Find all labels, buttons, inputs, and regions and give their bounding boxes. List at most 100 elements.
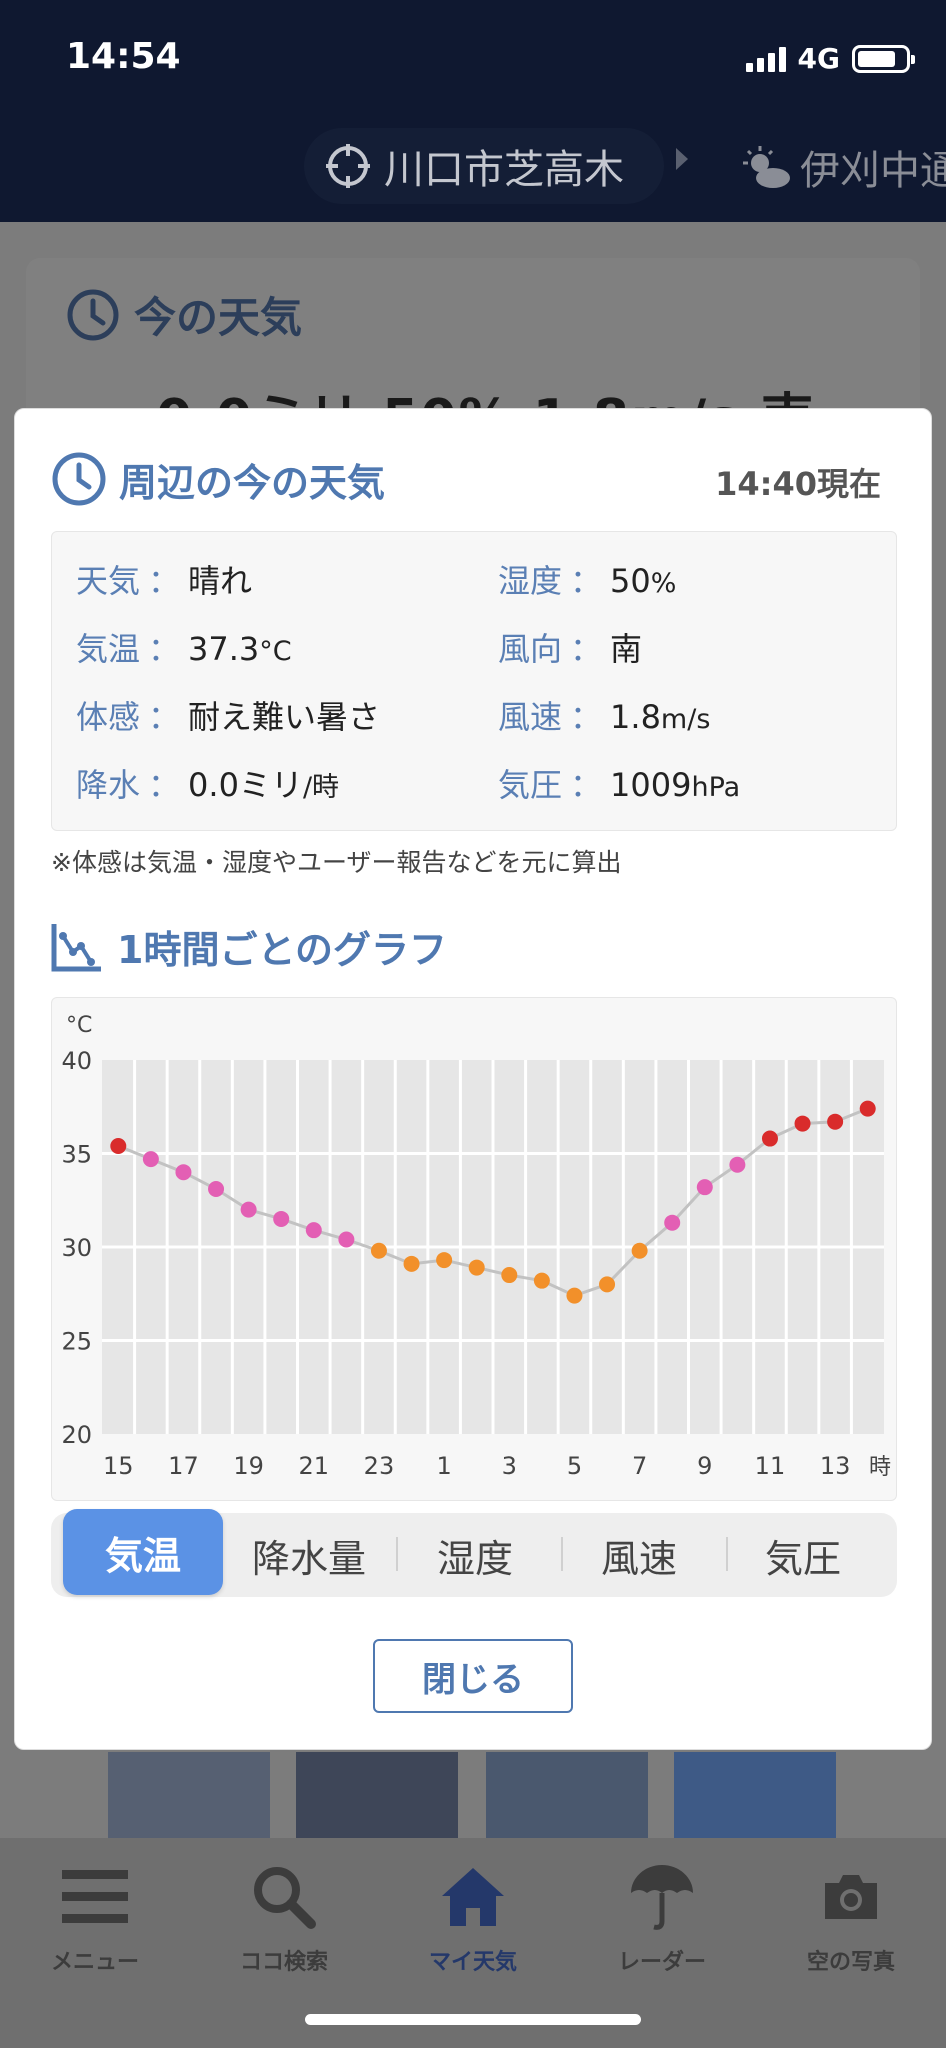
info-label: 降水 [76,766,141,804]
clock-icon [52,452,106,506]
tab-label: レーダー [617,1950,706,1975]
info-unit: hPa [691,772,741,803]
y-tick-label: 20 [61,1421,92,1449]
current-location-pill[interactable]: 川口市芝高木 [304,128,664,204]
tab-divider [726,1537,728,1571]
tab-pressure[interactable]: 気圧 [764,1536,841,1581]
tab-divider [561,1537,563,1571]
info-separator: ： [570,630,603,668]
info-separator: ： [148,630,181,668]
x-tick-label: 15 [103,1452,134,1480]
temperature-point [370,1242,387,1259]
info-separator: ： [570,766,603,804]
temperature-point [827,1113,844,1130]
tab-sky-photos[interactable]: 空の写真 [756,1860,946,1976]
current-weather-title: 今の天気 [134,293,303,342]
info-label: 気温 [76,630,141,668]
tab-label: 空の写真 [806,1950,895,1975]
info-value: 南 [610,630,643,668]
info-unit: % [650,568,677,599]
x-tick-label: 13 [820,1452,851,1480]
info-label: 風向 [498,630,563,668]
tab-wind-speed[interactable]: 風速 [600,1536,677,1581]
status-time: 14:54 [66,36,181,77]
temperature-point [631,1242,648,1259]
temperature-point [208,1181,225,1198]
info-separator: ： [570,562,603,600]
sky-photo[interactable] [674,1752,836,1838]
camera-icon [825,1875,877,1919]
graph-title: 1時間ごとのグラフ [117,928,448,972]
sky-photo[interactable] [486,1752,648,1838]
close-button[interactable]: 閉じる [373,1639,573,1713]
tab-temperature[interactable]: 気温 [63,1509,223,1595]
x-axis-unit: 時 [869,1455,891,1480]
search-icon [254,1867,316,1929]
info-wind-direction: 風向：南 [498,624,642,670]
tab-label: ココ検索 [239,1950,328,1975]
temperature-point [566,1287,583,1304]
temperature-point [729,1156,746,1173]
tab-radar[interactable]: レーダー [567,1860,757,1976]
info-feels-like: 体感：耐え難い暑さ [76,692,380,738]
tab-search[interactable]: ココ検索 [189,1860,379,1976]
home-icon [442,1868,504,1926]
temperature-point [436,1252,453,1269]
sky-photo[interactable] [108,1752,270,1838]
temperature-point [468,1259,485,1276]
temperature-point [305,1222,322,1239]
x-tick-label: 7 [632,1452,647,1480]
tab-humidity[interactable]: 湿度 [436,1536,513,1581]
location-header: 川口市芝高木 伊刈中通 [0,118,946,222]
y-tick-label: 30 [61,1234,92,1262]
sky-photo[interactable] [296,1752,458,1838]
y-tick-label: 35 [61,1141,92,1169]
status-bar: 14:54 4G [0,0,946,118]
sun-cloud-icon [743,146,790,188]
info-precipitation: 降水： 0.0ミリ/時 [76,760,339,806]
clock-icon [67,289,119,340]
next-location[interactable]: 伊刈中通 [740,138,946,196]
tab-menu[interactable]: メニュー [0,1860,190,1976]
temperature-point [175,1164,192,1181]
temperature-chart: 40 35 30 25 20 °C 15 17 19 21 23 1 3 5 7 9 11 13 時 [51,997,897,1501]
bottom-tab-bar: メニュー ココ検索 マイ天気 レーダー [0,1838,946,2048]
tab-label: メニュー [50,1950,139,1975]
info-label: 体感 [76,698,141,736]
info-value: 37.3 [188,630,260,668]
x-tick-label: 11 [755,1452,786,1480]
info-unit: °C [259,636,292,667]
info-label: 風速 [498,698,563,736]
x-tick-label: 17 [168,1452,199,1480]
info-separator: ： [570,698,603,736]
x-tick-label: 1 [436,1452,451,1480]
x-tick-label: 9 [697,1452,712,1480]
x-tick-label: 5 [567,1452,582,1480]
y-axis-unit: °C [66,1013,92,1038]
tab-my-weather[interactable]: マイ天気 [378,1860,568,1976]
location-target-icon [326,144,370,188]
info-value: 1.8 [610,698,661,736]
tab-precipitation[interactable]: 降水量 [251,1536,366,1581]
temperature-point [696,1179,713,1196]
info-value: 1009 [610,766,692,804]
observation-time: 14:40現在 [715,465,881,503]
info-value: 晴れ [188,562,253,600]
weather-info-panel: 天気：晴れ 湿度： 50% 気温： 37.3 °C 風向：南 体感：耐え難い暑さ 風速… [51,531,897,831]
temperature-point [338,1231,355,1248]
x-tick-label: 3 [502,1452,517,1480]
info-separator: ： [148,562,181,600]
battery-icon [852,44,915,73]
sky-photo-strip [0,1752,946,1838]
home-indicator[interactable] [305,2014,641,2025]
info-humidity: 湿度： 50% [498,556,676,602]
info-pressure: 気圧： 1009 hPa [498,760,740,806]
temperature-point [533,1272,550,1289]
feels-like-note: ※体感は気温・湿度やユーザー報告などを元に算出 [51,848,622,877]
chevron-right-icon [676,148,688,170]
temperature-point [761,1130,778,1147]
x-tick-label: 19 [233,1452,264,1480]
y-tick-label: 25 [61,1328,92,1356]
x-tick-label: 21 [299,1452,330,1480]
